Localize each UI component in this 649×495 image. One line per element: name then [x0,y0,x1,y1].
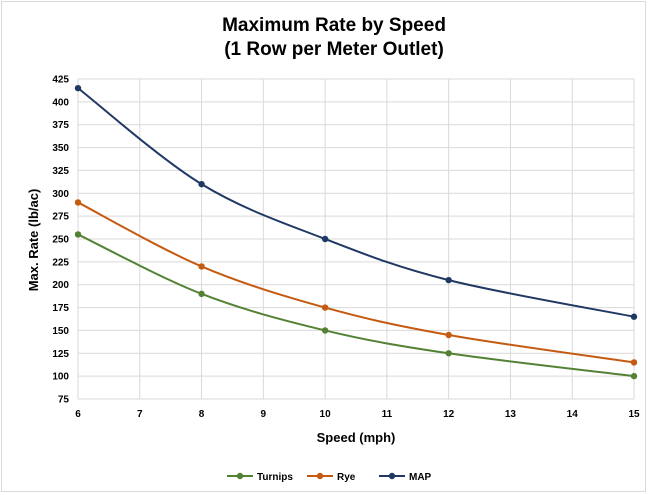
gridlines [77,78,635,400]
y-tick-label: 350 [52,143,69,154]
y-tick-label: 425 [52,75,69,86]
x-tick-label: 6 [75,409,81,420]
legend-marker-map [388,472,396,480]
y-tick-label: 200 [52,280,69,291]
legend: Turnips Rye MAP [227,472,432,483]
y-tick-label: 375 [52,120,69,131]
x-tick-label: 11 [382,409,393,420]
x-tick-label: 7 [137,409,143,420]
data-point-rye [74,199,82,206]
data-point-rye [630,359,638,366]
legend-label-map: MAP [409,472,432,483]
data-point-map [630,313,638,320]
x-tick-label: 14 [567,409,579,420]
y-tick-label: 400 [52,97,69,108]
x-tick-label: 15 [628,409,640,420]
y-tick-label: 300 [52,189,69,200]
legend-label-rye: Rye [337,472,356,483]
data-point-map [74,84,82,92]
x-axis-tick-labels: 6 7 8 9 10 11 12 13 14 15 [75,409,640,420]
data-point-turnips [198,290,205,298]
series-line-map [77,87,635,318]
data-point-rye [445,331,452,339]
legend-marker-rye [316,472,324,480]
y-tick-label: 100 [52,372,69,383]
data-point-turnips [74,231,82,238]
data-point-rye [198,263,205,270]
data-point-turnips [630,372,638,380]
y-axis-title: Max. Rate (lb/ac) [26,189,41,292]
data-point-turnips [445,350,452,357]
series-line-rye [77,201,635,364]
x-axis-title: Speed (mph) [317,430,396,445]
legend-label-turnips: Turnips [257,472,293,483]
x-tick-label: 8 [199,409,205,420]
data-point-map [445,276,452,284]
y-tick-label: 175 [52,303,69,314]
legend-marker-turnips [236,472,244,480]
data-point-map [321,235,329,243]
y-axis-tick-labels: 75 100 125 150 175 200 225 250 275 300 325 350 375 40… [52,75,69,406]
y-tick-label: 125 [52,349,69,360]
data-point-rye [321,304,329,311]
y-tick-label: 325 [52,166,69,177]
y-tick-label: 275 [52,212,69,223]
chart-title-line-1: Maximum Rate by Speed [222,15,446,36]
x-tick-label: 9 [261,409,267,420]
x-tick-label: 12 [443,409,455,420]
y-tick-label: 250 [52,235,69,246]
y-tick-label: 225 [52,257,69,268]
x-tick-label: 13 [505,409,517,420]
x-tick-label: 10 [320,409,332,420]
data-point-turnips [321,327,329,334]
series-lines [74,84,638,380]
y-tick-label: 150 [52,326,69,337]
y-tick-label: 75 [58,395,70,406]
data-point-map [198,180,205,188]
chart-title-line-2: (1 Row per Meter Outlet) [224,39,444,60]
series-line-turnips [77,233,635,378]
